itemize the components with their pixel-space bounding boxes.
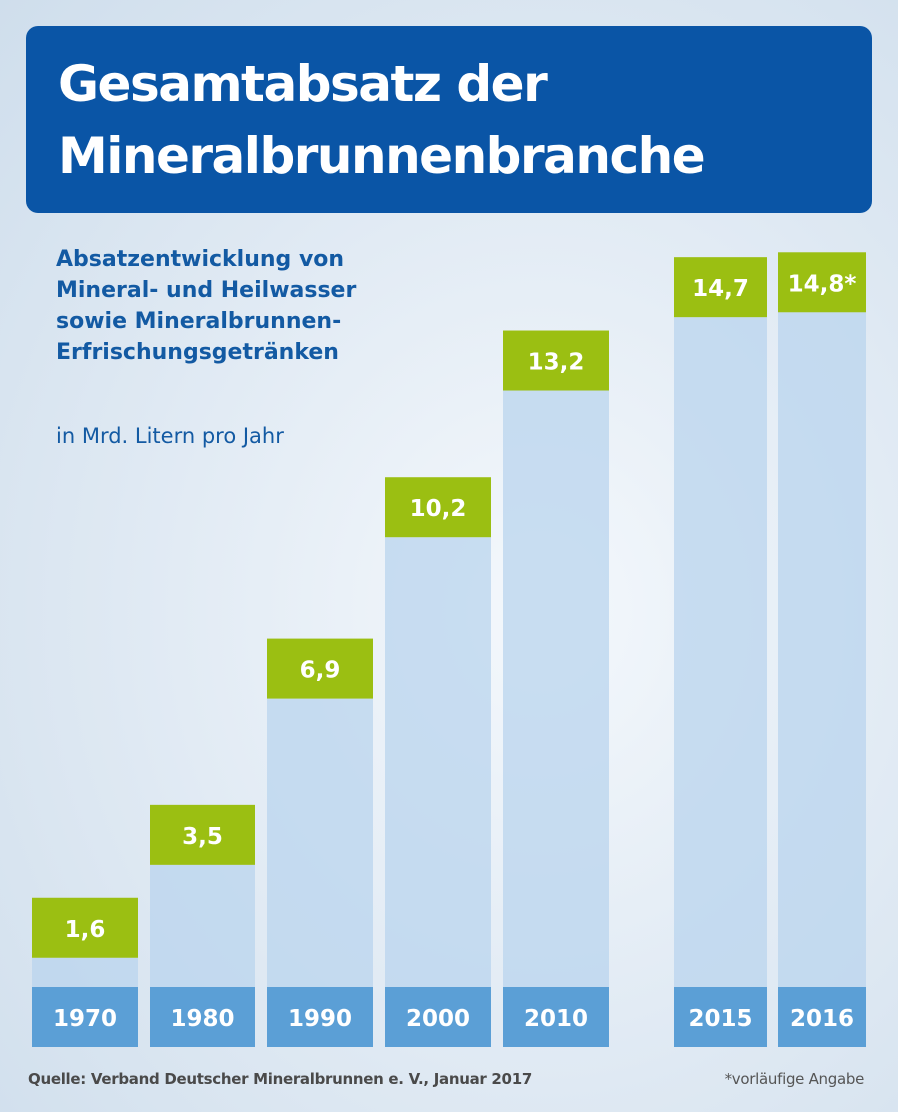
- x-tick-label: 2000: [406, 1006, 470, 1032]
- bar: [385, 537, 491, 987]
- unit-label: in Mrd. Litern pro Jahr: [56, 424, 284, 448]
- title-banner: Gesamtabsatz der Mineralbrunnenbranche: [26, 26, 872, 213]
- data-label: 3,5: [182, 824, 223, 850]
- bar: [150, 864, 255, 987]
- bar: [778, 312, 866, 987]
- year-band: [32, 987, 138, 1047]
- data-label: 14,7: [692, 276, 749, 302]
- x-tick-label: 2010: [524, 1006, 588, 1032]
- value-box: [503, 330, 609, 391]
- value-box: [267, 638, 373, 699]
- year-band: [150, 987, 255, 1047]
- chart-title: Gesamtabsatz der Mineralbrunnenbranche: [58, 55, 706, 185]
- data-label: 13,2: [528, 350, 585, 376]
- year-band: [385, 987, 491, 1047]
- bar: [503, 390, 609, 987]
- x-tick-label: 2016: [790, 1006, 854, 1032]
- bar: [32, 957, 138, 987]
- value-box: [674, 257, 767, 318]
- year-band: [674, 987, 767, 1047]
- value-box: [150, 804, 255, 865]
- chart-subtitle: Absatzentwicklung von Mineral- und Heilw…: [56, 247, 357, 365]
- year-band: [503, 987, 609, 1047]
- x-tick-label: 1990: [288, 1006, 352, 1032]
- bar: [267, 698, 373, 987]
- x-tick-label: 2015: [688, 1006, 752, 1032]
- year-band: [778, 987, 866, 1047]
- data-label: 1,6: [65, 917, 106, 943]
- footnote: *vorläufige Angabe: [724, 1070, 865, 1088]
- value-box: [778, 252, 866, 313]
- x-tick-label: 1970: [53, 1006, 117, 1032]
- value-box: [385, 477, 491, 538]
- year-band: [267, 987, 373, 1047]
- data-label: 6,9: [300, 658, 341, 684]
- data-label: 14,8*: [788, 271, 857, 297]
- bar: [674, 317, 767, 987]
- data-label: 10,2: [410, 496, 467, 522]
- x-tick-label: 1980: [170, 1006, 234, 1032]
- value-box: [32, 897, 138, 958]
- source-note: Quelle: Verband Deutscher Mineralbrunnen…: [28, 1070, 532, 1088]
